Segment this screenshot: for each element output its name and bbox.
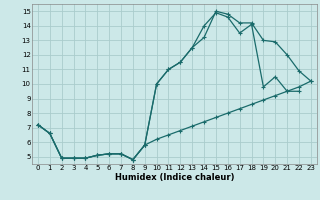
X-axis label: Humidex (Indice chaleur): Humidex (Indice chaleur) [115,173,234,182]
